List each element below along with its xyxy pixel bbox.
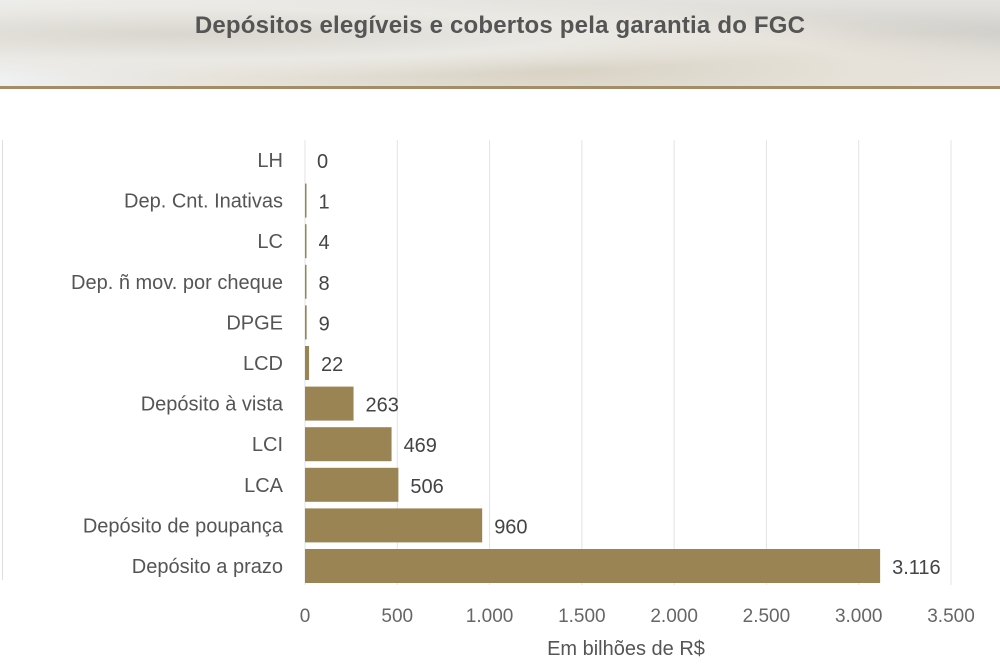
x-tick-label: 2.500: [743, 606, 791, 627]
value-label: 22: [321, 354, 343, 376]
category-label: LCA: [244, 475, 284, 497]
category-label: Dep. Cnt. Inativas: [124, 191, 283, 213]
x-tick-label: 3.500: [927, 606, 975, 627]
bar: [305, 467, 399, 502]
bar: [305, 386, 354, 421]
value-label: 1: [319, 192, 330, 214]
bar: [305, 183, 307, 218]
bar: [305, 508, 483, 543]
value-label: 3.116: [892, 557, 941, 579]
value-label: 506: [410, 476, 443, 498]
bar: [305, 305, 307, 340]
value-label: 4: [319, 232, 330, 254]
bar: [305, 427, 392, 462]
x-tick-label: 500: [381, 606, 413, 627]
category-label: DPGE: [226, 312, 283, 334]
category-label: LCI: [252, 434, 283, 456]
chart-title: Depósitos elegíveis e cobertos pela gara…: [194, 12, 806, 39]
category-label: Depósito à vista: [141, 394, 284, 416]
value-label: 263: [366, 395, 399, 417]
x-tick-label: 2.000: [650, 606, 698, 627]
value-label: 960: [494, 516, 527, 538]
category-label: Depósito de poupança: [83, 515, 284, 537]
bar: [305, 264, 307, 299]
bar: [305, 549, 881, 583]
x-tick-label: 1.000: [466, 606, 514, 627]
value-label: 469: [404, 435, 437, 457]
bar: [305, 224, 307, 259]
value-label: 0: [317, 151, 328, 173]
value-label: 8: [319, 273, 330, 295]
x-tick-label: 3.000: [835, 606, 883, 627]
category-label: Depósito a prazo: [132, 556, 283, 578]
category-label: LH: [257, 150, 283, 172]
value-label: 9: [319, 313, 330, 335]
x-axis-label: Em bilhões de R$: [547, 638, 705, 660]
x-tick-label: 1.500: [558, 606, 606, 627]
x-tick-label: 0: [300, 606, 311, 627]
category-label: LCD: [243, 353, 283, 375]
left-border: [2, 140, 3, 580]
bar: [305, 346, 310, 380]
category-label: Dep. ñ mov. por cheque: [71, 272, 283, 294]
category-label: LC: [257, 231, 283, 253]
header-banner: Depósitos elegíveis e cobertos pela gara…: [0, 0, 1000, 89]
